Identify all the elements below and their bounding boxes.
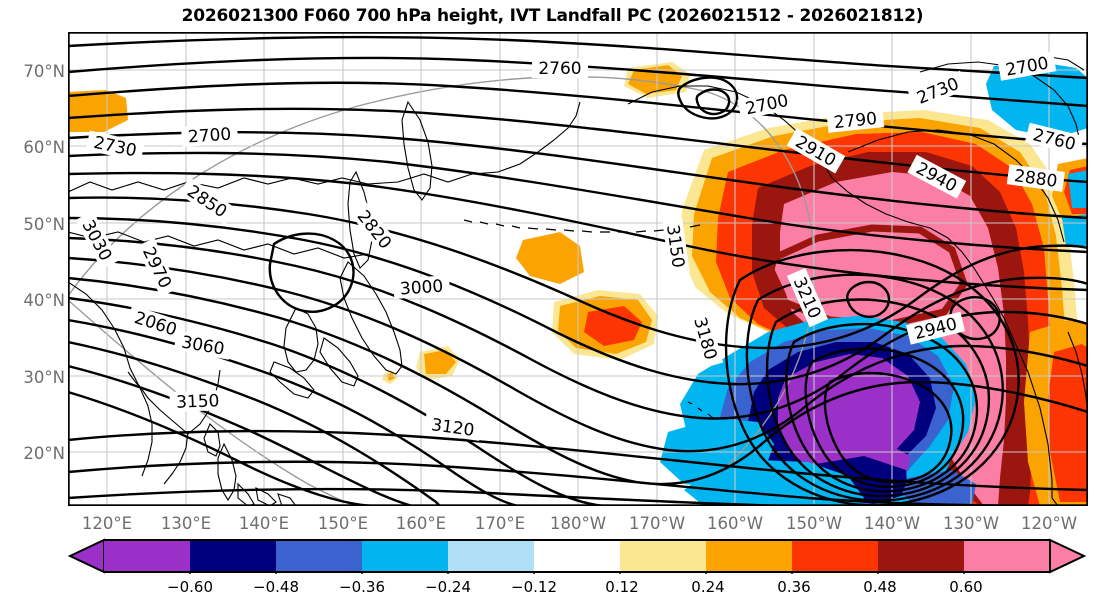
colorbar-ticks bbox=[189, 572, 965, 574]
lon-tick-160e: 160°E bbox=[395, 514, 447, 533]
colorbar-band-11 bbox=[964, 540, 1050, 572]
lat-tick-70n: 70°N bbox=[23, 62, 65, 81]
colorbar-tick-label-3: −0.36 bbox=[339, 578, 385, 596]
colorbar-tick-label-2: −0.48 bbox=[253, 578, 299, 596]
lon-tick-150w: 150°W bbox=[785, 514, 843, 533]
svg-text:2790: 2790 bbox=[833, 109, 878, 133]
colorbar-band-1 bbox=[104, 540, 190, 572]
lon-tick-150e: 150°E bbox=[317, 514, 369, 533]
lon-tick-170w: 170°W bbox=[628, 514, 686, 533]
lat-tick-60n: 60°N bbox=[23, 138, 65, 157]
colorbar-band-3 bbox=[276, 540, 362, 572]
map-svg: 2760 2700 2730 2700 2790 2760 2700 2730 … bbox=[68, 32, 1088, 506]
lat-tick-20n: 20°N bbox=[23, 444, 65, 463]
colorbar-tick-label-4: −0.24 bbox=[425, 578, 471, 596]
colorbar-extend-right bbox=[1049, 538, 1087, 574]
figure-title: 2026021300 F060 700 hPa height, IVT Land… bbox=[181, 6, 924, 26]
colorbar-band-5 bbox=[448, 540, 534, 572]
colorbar-tick-label-9: 0.48 bbox=[863, 578, 897, 596]
colorbar-tick-label-8: 0.36 bbox=[777, 578, 811, 596]
colorbar-band-10 bbox=[878, 540, 964, 572]
colorbar-band-6 bbox=[534, 540, 620, 572]
colorbar-tick-label-10: 0.60 bbox=[949, 578, 983, 596]
colorbar-band-8 bbox=[706, 540, 792, 572]
lon-tick-130w: 130°W bbox=[942, 514, 1000, 533]
svg-text:2760: 2760 bbox=[538, 59, 581, 79]
colorbar-svg[interactable] bbox=[62, 538, 1092, 574]
lon-tick-180w: 180°W bbox=[549, 514, 607, 533]
map-frame bbox=[68, 32, 1088, 506]
lon-tick-120e: 120°E bbox=[81, 514, 133, 533]
colorbar-band-4 bbox=[362, 540, 448, 572]
svg-text:3000: 3000 bbox=[399, 277, 444, 300]
lat-tick-30n: 30°N bbox=[23, 368, 65, 387]
svg-text:3150: 3150 bbox=[176, 391, 220, 412]
colorbar-band-7 bbox=[620, 540, 706, 572]
svg-text:2700: 2700 bbox=[187, 125, 232, 148]
colorbar-tick-label-1: −0.60 bbox=[167, 578, 213, 596]
lon-tick-140w: 140°W bbox=[863, 514, 921, 533]
colorbar-tick-label-6: 0.12 bbox=[605, 578, 639, 596]
colorbar[interactable] bbox=[62, 538, 1092, 574]
lon-tick-120w: 120°W bbox=[1020, 514, 1078, 533]
colorbar-tick-label-5: −0.12 bbox=[511, 578, 557, 596]
lon-tick-160w: 160°W bbox=[706, 514, 764, 533]
colorbar-extend-left bbox=[67, 538, 105, 574]
lat-tick-50n: 50°N bbox=[23, 215, 65, 234]
colorbar-band-2 bbox=[190, 540, 276, 572]
colorbar-tick-label-7: 0.24 bbox=[691, 578, 725, 596]
lon-tick-170e: 170°E bbox=[474, 514, 526, 533]
lon-tick-130e: 130°E bbox=[160, 514, 212, 533]
map-panel: 2760 2700 2730 2700 2790 2760 2700 2730 … bbox=[68, 32, 1088, 506]
great-circle-arc bbox=[68, 76, 709, 297]
colorbar-band-9 bbox=[792, 540, 878, 572]
lat-tick-40n: 40°N bbox=[23, 291, 65, 310]
lon-tick-140e: 140°E bbox=[238, 514, 290, 533]
